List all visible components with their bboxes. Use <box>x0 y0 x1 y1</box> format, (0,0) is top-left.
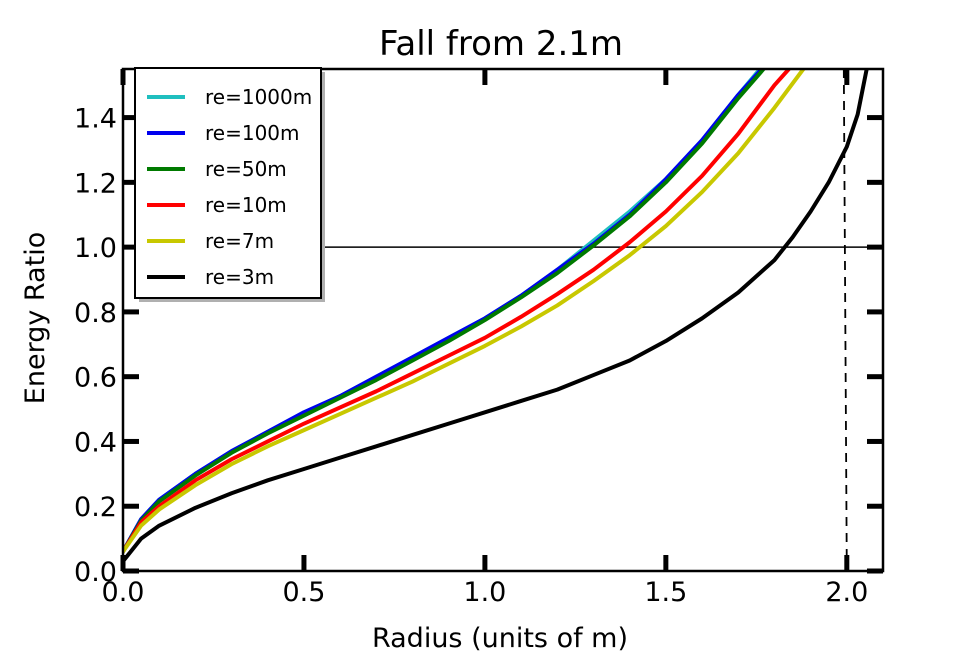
x-tick-label: 2.0 <box>825 577 868 608</box>
y-tick-label: 1.4 <box>74 104 117 135</box>
legend-label: re=10m <box>205 193 287 217</box>
chart-title: Fall from 2.1m <box>379 24 623 64</box>
legend-label: re=1000m <box>205 85 312 109</box>
y-tick-label: 1.2 <box>74 168 117 199</box>
x-tick-label: 0.0 <box>102 577 145 608</box>
legend: re=1000m re=100m re=50m re=10m re=7m re=3m <box>134 67 325 302</box>
series-line-re-50m <box>123 69 766 554</box>
legend-label: re=3m <box>205 265 274 289</box>
plot-content <box>123 69 883 571</box>
y-axis-label: Energy Ratio <box>20 232 51 404</box>
y-tick-label: 0.2 <box>74 492 117 523</box>
legend-box <box>134 67 322 299</box>
legend-entries: re=1000m re=100m re=50m re=10m re=7m re=3m <box>147 85 312 289</box>
x-tick-label: 1.5 <box>644 577 687 608</box>
x-tick-label: 1.0 <box>463 577 506 608</box>
tick-labels: 0.0 0.5 1.0 1.5 2.0 0.0 0.2 0.4 0.6 0.8 1.0 1.2 1.4 <box>74 104 868 608</box>
x-tick-label: 0.5 <box>282 577 325 608</box>
series-line-re-3m <box>123 69 869 564</box>
series-line-re-7m <box>123 69 806 554</box>
axes-frame <box>121 67 885 573</box>
y-tick-label: 1.0 <box>74 233 117 264</box>
series-line-re-10m <box>123 69 791 554</box>
y-tick-label: 0.6 <box>74 363 117 394</box>
legend-label: re=100m <box>205 121 300 145</box>
legend-label: re=50m <box>205 157 287 181</box>
y-tick-label: 0.0 <box>74 557 117 588</box>
y-tick-label: 0.4 <box>74 427 117 458</box>
x-axis-label: Radius (units of m) <box>372 623 628 653</box>
y-tick-label: 0.8 <box>74 298 117 329</box>
legend-label: re=7m <box>205 229 274 253</box>
